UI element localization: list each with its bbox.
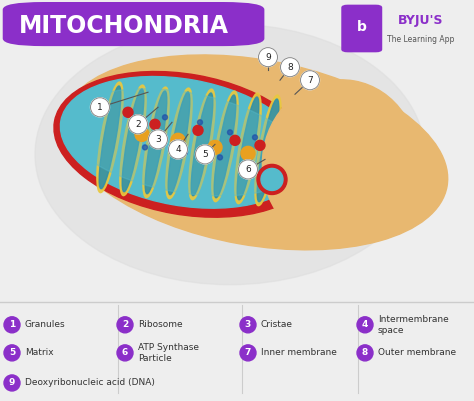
Text: MITOCHONDRIA: MITOCHONDRIA [19,14,229,38]
Circle shape [133,125,137,130]
Circle shape [301,71,319,90]
Text: Cristae: Cristae [261,320,293,329]
Ellipse shape [168,92,190,195]
Circle shape [281,58,300,77]
Text: 4: 4 [175,145,181,154]
Ellipse shape [191,93,213,196]
Circle shape [258,48,277,67]
Ellipse shape [120,85,146,196]
Circle shape [150,119,160,129]
Ellipse shape [145,91,167,194]
Text: 8: 8 [287,63,293,72]
Text: ATP Synthase
Particle: ATP Synthase Particle [138,343,199,363]
Circle shape [228,130,233,135]
Text: 7: 7 [307,76,313,85]
Ellipse shape [97,82,123,192]
Circle shape [193,126,203,136]
Ellipse shape [35,24,425,285]
Circle shape [238,160,257,179]
Ellipse shape [265,88,410,241]
Ellipse shape [99,86,121,189]
Text: 4: 4 [362,320,368,329]
Circle shape [91,98,109,117]
Circle shape [255,140,265,150]
Ellipse shape [257,99,279,202]
Circle shape [218,155,222,160]
Ellipse shape [271,87,409,238]
Circle shape [4,375,20,391]
Text: 6: 6 [245,165,251,174]
Text: Deoxyribonucleic acid (DNA): Deoxyribonucleic acid (DNA) [25,379,155,387]
Circle shape [128,115,147,134]
Ellipse shape [166,88,192,198]
Text: The Learning App: The Learning App [387,35,454,44]
FancyBboxPatch shape [341,5,382,52]
Circle shape [117,317,133,333]
Circle shape [240,345,256,361]
Text: 6: 6 [122,348,128,357]
Circle shape [123,107,133,117]
Circle shape [168,140,188,159]
Text: 1: 1 [97,103,103,112]
Ellipse shape [212,91,238,202]
Circle shape [357,317,373,333]
Ellipse shape [235,93,261,204]
Text: 9: 9 [9,379,15,387]
Circle shape [357,345,373,361]
Circle shape [135,128,149,142]
Text: 2: 2 [135,120,141,129]
Text: Ribosome: Ribosome [138,320,182,329]
Ellipse shape [62,55,448,250]
Circle shape [230,136,240,146]
Text: 5: 5 [202,150,208,159]
Text: Outer membrane: Outer membrane [378,348,456,357]
Circle shape [4,317,20,333]
Ellipse shape [122,89,144,192]
Circle shape [143,145,147,150]
Text: b: b [357,20,367,34]
Text: 7: 7 [245,348,251,357]
Circle shape [253,135,257,140]
Text: Inner membrane: Inner membrane [261,348,337,357]
Circle shape [4,345,20,361]
Circle shape [208,140,222,154]
Ellipse shape [261,168,283,190]
Circle shape [240,317,256,333]
Circle shape [195,145,215,164]
Text: 3: 3 [245,320,251,329]
Circle shape [163,115,167,120]
Circle shape [171,133,185,148]
Ellipse shape [143,87,169,198]
Text: Intermembrane
space: Intermembrane space [378,315,449,334]
Ellipse shape [237,97,259,200]
Text: Matrix: Matrix [25,348,54,357]
Text: 3: 3 [155,135,161,144]
Ellipse shape [262,80,418,245]
Text: 5: 5 [9,348,15,357]
Ellipse shape [60,77,306,208]
Text: BYJU'S: BYJU'S [398,14,443,27]
Circle shape [117,345,133,361]
Circle shape [198,120,202,125]
Text: 8: 8 [362,348,368,357]
Circle shape [148,130,167,149]
Text: 2: 2 [122,320,128,329]
Ellipse shape [64,89,301,196]
Text: Granules: Granules [25,320,65,329]
FancyBboxPatch shape [3,2,264,46]
Ellipse shape [189,89,215,200]
Text: 1: 1 [9,320,15,329]
Circle shape [241,146,255,160]
Ellipse shape [54,71,316,217]
Ellipse shape [214,95,236,198]
Ellipse shape [257,164,287,194]
Ellipse shape [255,95,281,206]
Text: 9: 9 [265,53,271,62]
Circle shape [182,150,188,155]
